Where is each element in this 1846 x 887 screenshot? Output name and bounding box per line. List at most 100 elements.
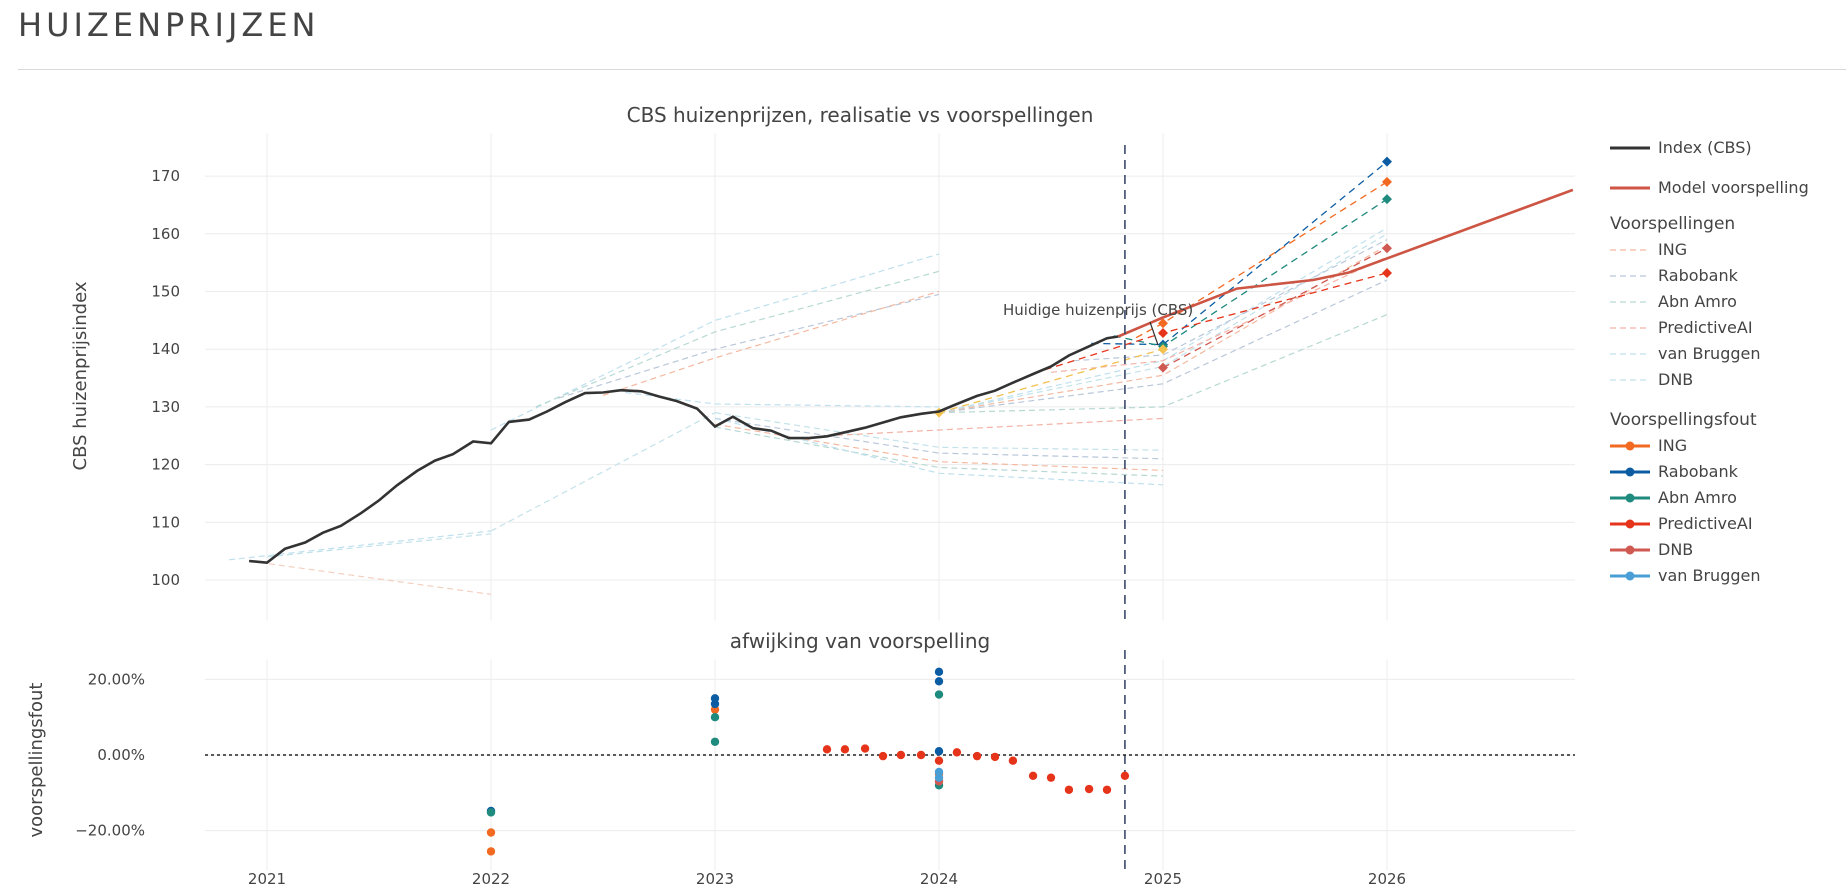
past-forecast-line — [938, 244, 1388, 414]
title-divider — [18, 69, 1846, 70]
x-tick-label: 2022 — [472, 870, 510, 887]
legend-marker — [1625, 519, 1635, 529]
x-tick-label: 2021 — [248, 870, 286, 887]
x-tick-label: 2026 — [1368, 870, 1406, 887]
error-point — [952, 748, 962, 757]
y-tick-label: 100 — [151, 571, 180, 589]
forecast-marker — [1382, 268, 1392, 279]
past-forecast-line — [938, 314, 1388, 414]
error-point — [990, 752, 1000, 762]
error-point — [710, 737, 720, 746]
past-forecast-line — [266, 533, 492, 558]
legend-marker — [1625, 467, 1635, 477]
error-point — [1008, 756, 1018, 765]
forecast-line — [1091, 161, 1388, 346]
error-point — [860, 744, 870, 753]
past-forecast-line — [602, 290, 940, 396]
bottom-plot-grid — [205, 660, 1575, 870]
y-tick-label: 20.00% — [88, 670, 145, 688]
top-y-axis-title: CBS huizenprijsindex — [70, 281, 91, 470]
legend-marker — [1625, 493, 1635, 503]
past-forecast-line — [714, 426, 1164, 477]
error-point — [822, 745, 832, 754]
legend-label: van Bruggen — [1658, 566, 1761, 585]
forecast-lines — [934, 156, 1392, 418]
cbs-index-line — [248, 335, 1119, 565]
error-point — [710, 713, 720, 722]
error-point — [934, 756, 944, 765]
forecast-marker — [1158, 344, 1168, 355]
past-forecast-line — [228, 530, 492, 561]
error-point — [972, 751, 982, 761]
forecast-marker — [1158, 362, 1168, 373]
legend-marker — [1625, 441, 1635, 451]
error-point — [486, 847, 496, 856]
past-forecast-line — [1050, 256, 1388, 373]
past-forecast-line — [558, 293, 940, 399]
past-forecast-line — [826, 417, 1164, 437]
error-points — [205, 667, 1575, 856]
legend-label: ING — [1658, 240, 1687, 259]
y-tick-label: 160 — [151, 225, 180, 243]
forecast-marker — [1382, 176, 1392, 187]
past-forecast-lines — [228, 227, 1388, 595]
past-forecast-line — [714, 417, 1164, 486]
x-tick-label: 2025 — [1144, 870, 1182, 887]
error-point — [934, 667, 944, 677]
legend-label: Rabobank — [1658, 266, 1739, 285]
legend-label: Rabobank — [1658, 462, 1739, 481]
past-forecast-line — [938, 233, 1388, 414]
past-forecast-line — [490, 253, 940, 431]
bottom-plot-title: afwijking van voorspelling — [730, 629, 990, 653]
past-forecast-line — [249, 560, 492, 595]
annotation-label: Huidige huizenprijs (CBS) — [1003, 301, 1193, 319]
error-point — [896, 750, 906, 760]
error-point — [934, 747, 944, 756]
x-tick-label: 2024 — [920, 870, 958, 887]
model-forecast-line — [1117, 188, 1574, 338]
error-point — [486, 828, 496, 837]
error-point — [710, 699, 720, 709]
x-tick-label: 2023 — [696, 870, 734, 887]
bottom-y-axis-title: voorspellingsfout — [26, 683, 47, 838]
error-point — [878, 751, 888, 761]
past-forecast-line — [938, 227, 1388, 414]
forecast-marker — [1158, 318, 1168, 329]
legend-heading: Voorspellingsfout — [1610, 410, 1757, 430]
y-tick-label: 140 — [151, 340, 180, 358]
error-point — [1120, 771, 1130, 780]
y-tick-label: 170 — [151, 167, 180, 185]
legend: Index (CBS) Model voorspelling Voorspellin… — [1610, 138, 1809, 585]
forecast-line — [1162, 247, 1388, 369]
error-point — [934, 677, 944, 686]
legend-label: ING — [1658, 436, 1687, 455]
main-series-lines — [248, 145, 1574, 870]
past-forecast-line — [714, 423, 1164, 471]
error-point — [1102, 785, 1112, 794]
legend-label: Abn Amro — [1658, 292, 1737, 311]
legend-label: PredictiveAI — [1658, 514, 1753, 533]
annotation-arrow — [1149, 321, 1159, 346]
error-point — [840, 745, 850, 754]
error-point — [1064, 785, 1074, 794]
legend-label: DNB — [1658, 540, 1693, 559]
axis-labels: 100 110 120 130 140 150 160 170 20.00% 0.00% −20.0… — [75, 167, 1406, 887]
error-point — [486, 808, 496, 817]
legend-heading: Voorspellingen — [1610, 214, 1735, 234]
error-point — [934, 773, 944, 782]
legend-label: van Bruggen — [1658, 344, 1761, 363]
y-tick-label: 120 — [151, 456, 180, 474]
past-forecast-line — [535, 270, 940, 408]
error-point — [934, 690, 944, 699]
y-tick-label: −20.00% — [75, 822, 145, 840]
legend-label: PredictiveAI — [1658, 318, 1753, 337]
legend-marker — [1625, 545, 1635, 555]
legend-label: Abn Amro — [1658, 488, 1737, 507]
error-point — [1046, 773, 1056, 782]
past-forecast-line — [714, 412, 1164, 451]
error-point — [1084, 784, 1094, 794]
legend-label: DNB — [1658, 370, 1693, 389]
y-tick-label: 110 — [151, 513, 180, 531]
page-title: HUIZENPRIJZEN — [18, 6, 320, 44]
